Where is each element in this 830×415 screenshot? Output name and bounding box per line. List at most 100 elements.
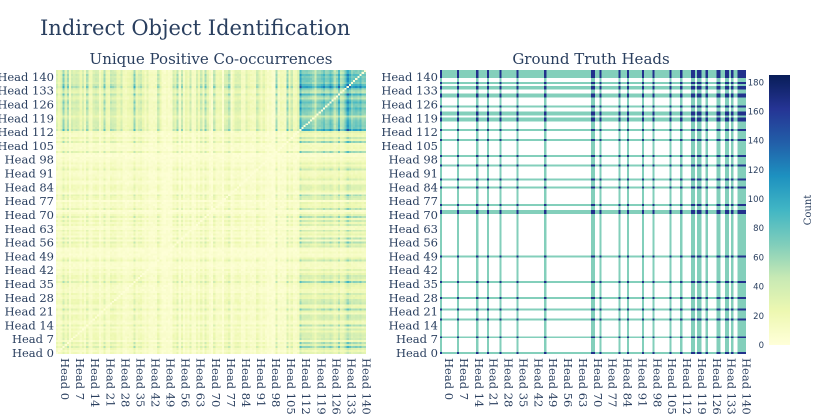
colorbar-tick-label: 160 [748,107,764,117]
y-tick-label: Head 63 [389,222,438,236]
y-tick-label: Head 35 [5,277,54,291]
subplot-title-cooccurrence: Unique Positive Co-occurrences [90,50,333,68]
x-tick-label: Head 7 [457,358,471,400]
colorbar-tick-label: 100 [748,195,764,205]
x-tick-label: Head 63 [194,358,208,407]
y-tick-label: Head 77 [389,194,438,208]
x-tick-label: Head 98 [650,358,664,407]
y-tick-label: Head 91 [389,167,438,181]
x-tick-label: Head 126 [329,358,343,415]
x-tick-label: Head 77 [606,358,620,407]
y-tick-label: Head 112 [0,125,54,139]
x-tick-label: Head 0 [442,358,456,400]
y-tick-label: Head 0 [396,346,438,360]
x-tick-label: Head 42 [148,358,162,407]
x-tick-label: Head 84 [239,358,253,407]
x-tick-label: Head 140 [359,358,373,415]
x-tick-label: Head 112 [680,358,694,415]
colorbar-tick-label: 80 [753,224,764,234]
y-tick-label: Head 105 [381,139,438,153]
y-tick-label: Head 140 [0,70,54,84]
x-tick-label: Head 140 [740,358,754,415]
y-tick-label: Head 56 [5,236,54,250]
x-tick-label: Head 14 [88,358,102,407]
x-tick-label: Head 28 [118,358,132,407]
y-tick-label: Head 133 [381,84,438,98]
x-tick-label: Head 105 [665,358,679,415]
y-tick-label: Head 84 [5,180,54,194]
x-tick-label: Head 119 [695,358,709,415]
y-tick-label: Head 119 [381,111,438,125]
x-tick-label: Head 70 [591,358,605,407]
y-tick-label: Head 70 [5,208,54,222]
x-tick-label: Head 56 [561,358,575,407]
y-tick-label: Head 14 [389,318,438,332]
figure-title: Indirect Object Identification [40,16,350,40]
x-tick-label: Head 91 [254,358,268,407]
y-tick-label: Head 21 [5,305,54,319]
x-tick-label: Head 0 [58,358,72,400]
x-tick-label: Head 14 [472,358,486,407]
colorbar-tick-label: 40 [753,283,764,293]
x-tick-label: Head 133 [344,358,358,415]
y-tick-label: Head 49 [5,249,54,263]
x-tick-label: Head 63 [576,358,590,407]
y-tick-label: Head 49 [389,249,438,263]
y-tick-label: Head 28 [389,291,438,305]
y-tick-label: Head 7 [12,332,54,346]
colorbar-tick-label: 180 [748,78,764,88]
colorbar-tick-label: 20 [753,312,764,322]
y-tick-label: Head 140 [381,70,438,84]
x-tick-label: Head 112 [299,358,313,415]
x-tick-label: Head 91 [635,358,649,407]
x-tick-label: Head 7 [73,358,87,400]
colorbar-ticks: 0 20 40 60 80 100 120 140 160 180 [748,78,764,351]
y-tick-label: Head 119 [0,111,54,125]
x-tick-label: Head 105 [284,358,298,415]
y-tick-label: Head 91 [5,167,54,181]
x-tick-label: Head 126 [710,358,724,415]
x-tick-label: Head 35 [516,358,530,407]
x-tick-label: Head 77 [224,358,238,407]
y-tick-label: Head 21 [389,305,438,319]
x-tick-label: Head 119 [314,358,328,415]
heatmap-panel-cooccurrence: Unique Positive Co-occurrences Head 0Hea… [0,50,373,415]
x-tick-label: Head 35 [133,358,147,407]
y-tick-label: Head 35 [389,277,438,291]
ground-truth-heatmap-image [440,70,746,354]
y-tick-label: Head 42 [389,263,438,277]
y-tick-label: Head 133 [0,84,54,98]
y-tick-label: Head 0 [12,346,54,360]
x-tick-label: Head 49 [546,358,560,407]
y-tick-label: Head 63 [5,222,54,236]
y-tick-label: Head 112 [381,125,438,139]
y-tick-label: Head 126 [0,98,54,112]
x-tick-label: Head 28 [502,358,516,407]
y-tick-label: Head 105 [0,139,54,153]
x-tick-label: Head 133 [725,358,739,415]
subplot-title-ground-truth: Ground Truth Heads [512,50,669,68]
x-tick-label: Head 98 [269,358,283,407]
colorbar-tick-label: 0 [759,341,764,351]
x-tick-label: Head 56 [179,358,193,407]
colorbar-gradient [769,75,790,345]
x-tick-label: Head 21 [103,358,117,407]
x-tick-label: Head 42 [531,358,545,407]
x-tick-label: Head 49 [164,358,178,407]
x-tick-label: Head 21 [487,358,501,407]
x-tick-label: Head 70 [209,358,223,407]
cooccurrence-heatmap-image [56,70,366,354]
colorbar-tick-label: 140 [748,137,764,147]
y-tick-label: Head 7 [396,332,438,346]
y-tick-label: Head 28 [5,291,54,305]
x-tick-label: Head 84 [621,358,635,407]
y-tick-label: Head 126 [381,98,438,112]
colorbar-title: Count [803,195,814,226]
y-tick-label: Head 98 [389,153,438,167]
y-tick-label: Head 42 [5,263,54,277]
y-tick-label: Head 77 [5,194,54,208]
